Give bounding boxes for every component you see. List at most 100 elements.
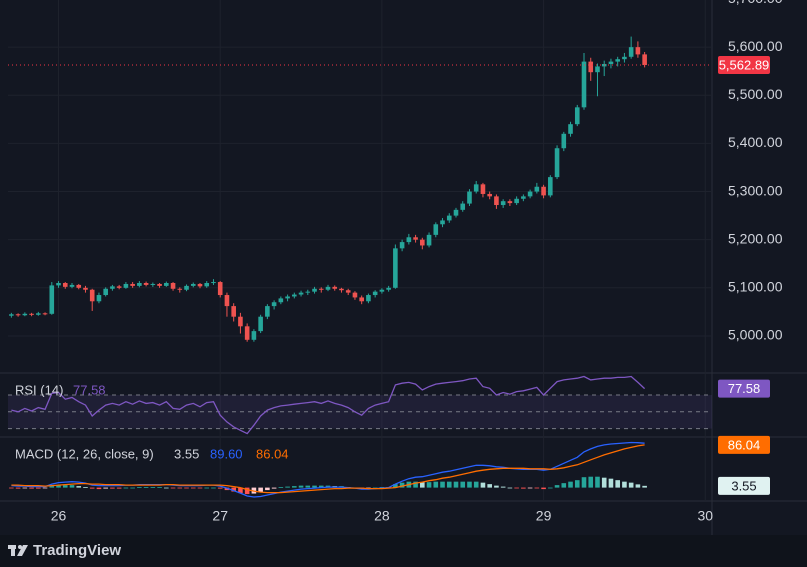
- candle-body: [446, 215, 452, 221]
- candle-body: [96, 295, 102, 302]
- macd-histogram-bar: [608, 478, 614, 488]
- candle-body: [534, 186, 540, 192]
- candle-body: [197, 283, 203, 287]
- macd-line-legend: 89.60: [210, 446, 243, 461]
- x-tick-label: 30: [697, 508, 713, 524]
- candle-body: [69, 284, 75, 287]
- macd-histogram-bar: [467, 481, 472, 488]
- candle-body: [143, 282, 149, 285]
- macd-title: MACD (12, 26, close, 9): [15, 446, 154, 461]
- macd-histogram-bar: [224, 487, 230, 491]
- macd-histogram-bar: [170, 487, 176, 489]
- candle-body: [622, 56, 627, 60]
- candle-body: [480, 184, 486, 194]
- macd-histogram-bar: [440, 481, 445, 488]
- macd-histogram-bar: [318, 485, 324, 488]
- candle-body: [76, 284, 82, 288]
- macd-histogram-bar: [177, 487, 183, 489]
- candle-body: [386, 287, 391, 290]
- candle-body: [393, 248, 398, 288]
- candle-body: [574, 107, 580, 125]
- macd-histogram-bar: [89, 487, 95, 489]
- macd-histogram-bar: [554, 485, 560, 488]
- macd-histogram-bar: [285, 486, 290, 488]
- candle-body: [379, 289, 385, 292]
- macd-histogram-bar: [103, 487, 108, 489]
- y-tick-label: 5,000.00: [728, 327, 783, 343]
- macd-histogram-bar: [36, 487, 41, 489]
- candle-body: [595, 66, 600, 73]
- macd-histogram-bar: [83, 487, 88, 488]
- macd-histogram-bar: [157, 487, 162, 488]
- macd-histogram-bar: [238, 487, 243, 494]
- macd-histogram-bar: [244, 487, 250, 495]
- macd-histogram-bar: [116, 487, 122, 489]
- macd-histogram-bar: [622, 481, 627, 488]
- macd-histogram-bar: [500, 486, 506, 488]
- macd-histogram-bar: [628, 482, 634, 488]
- macd-histogram-bar: [433, 481, 439, 488]
- candle-body: [345, 290, 351, 293]
- candle-body: [527, 191, 533, 197]
- x-tick-label: 28: [374, 508, 390, 524]
- candle-body: [406, 237, 412, 243]
- candle-body: [548, 177, 553, 196]
- y-tick-label: 5,200.00: [728, 230, 783, 246]
- candle-body: [352, 292, 358, 298]
- macd-histogram-bar: [137, 487, 142, 488]
- candle-body: [318, 288, 324, 290]
- y-tick-label: 5,600.00: [728, 38, 783, 54]
- macd-histogram-bar: [527, 487, 533, 489]
- candle-body: [177, 288, 183, 290]
- candle-body: [29, 313, 34, 315]
- macd-histogram-bar: [548, 487, 553, 489]
- candle-body: [42, 313, 48, 315]
- rsi-value-label-bg: [718, 379, 770, 398]
- macd-histogram-bar: [76, 486, 82, 488]
- macd-histogram-bar: [258, 487, 263, 493]
- macd-histogram-bar: [42, 487, 48, 489]
- macd-histogram-bar: [143, 487, 149, 488]
- y-tick-label: 5,500.00: [728, 86, 783, 102]
- macd-histogram-bar: [190, 487, 196, 489]
- candle-body: [15, 314, 21, 316]
- macd-histogram-bar: [494, 485, 499, 488]
- macd-histogram-bar: [292, 486, 297, 488]
- logo: [8, 545, 28, 556]
- macd-histogram-bar: [217, 487, 223, 489]
- macd-line: [11, 441, 645, 498]
- x-tick-label: 27: [212, 508, 228, 524]
- macd-histogram-bar: [635, 484, 641, 488]
- candle-body: [467, 191, 472, 204]
- candle-body: [413, 237, 418, 240]
- candle-body: [83, 287, 88, 290]
- histogram-value-label-bg: [718, 476, 770, 495]
- macd-histogram-bar: [487, 484, 492, 488]
- candle-body: [494, 196, 499, 206]
- macd-histogram-bar: [56, 485, 61, 488]
- candle-body: [62, 282, 68, 287]
- y-tick-label: 5,300.00: [728, 182, 783, 198]
- macd-histogram-bar: [312, 485, 317, 488]
- macd-hist-legend: 3.55: [174, 446, 199, 461]
- candle-body: [170, 282, 176, 289]
- candle-body: [285, 296, 290, 299]
- signal-legend: 86.04: [256, 446, 289, 461]
- candle-body: [420, 239, 425, 246]
- macd-histogram-bar: [278, 487, 284, 488]
- candle-body: [581, 61, 587, 108]
- macd-histogram-bar: [574, 480, 580, 488]
- macd-histogram-bar: [399, 482, 405, 488]
- macd-histogram-bar: [473, 481, 479, 488]
- macd-histogram-bar: [601, 477, 607, 488]
- macd-histogram-bar: [615, 480, 620, 488]
- candle-body: [473, 184, 479, 192]
- rsi-value-label: 77.58: [728, 381, 761, 396]
- y-tick-label: 5,700.00: [728, 0, 783, 6]
- macd-histogram-bar: [460, 481, 466, 488]
- rsi-title: RSI (14): [15, 382, 63, 397]
- candle-body: [265, 306, 270, 317]
- candle-body: [22, 313, 28, 316]
- candle-body: [460, 203, 466, 210]
